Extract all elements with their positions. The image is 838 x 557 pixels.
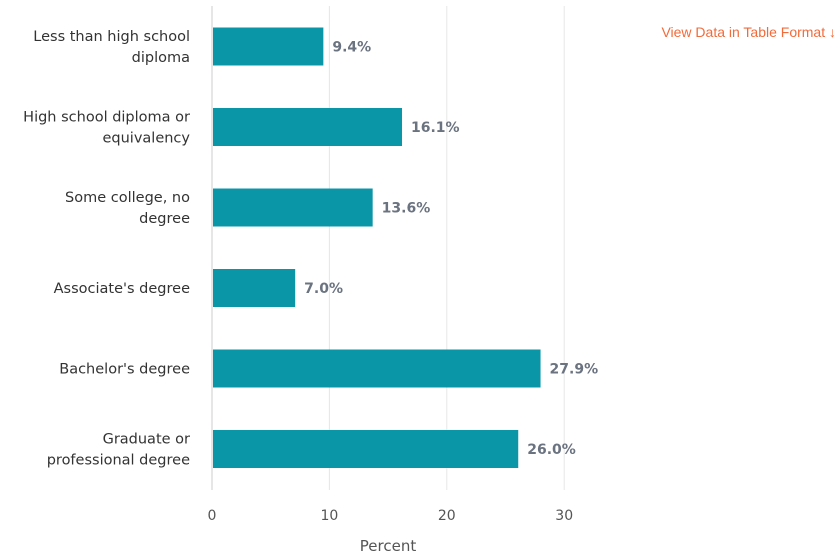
bar bbox=[213, 269, 296, 307]
category-label: High school diploma or bbox=[23, 110, 190, 126]
data-label: 16.1% bbox=[411, 120, 460, 136]
category-label: diploma bbox=[132, 50, 190, 66]
data-label: 13.6% bbox=[382, 201, 431, 217]
data-label: 9.4% bbox=[332, 40, 371, 56]
data-label: 27.9% bbox=[550, 362, 599, 378]
category-label: Associate's degree bbox=[54, 281, 190, 297]
bar bbox=[213, 430, 519, 468]
x-tick-label: 20 bbox=[438, 508, 456, 524]
category-label: professional degree bbox=[47, 453, 190, 469]
data-label: 7.0% bbox=[304, 281, 343, 297]
category-label: Less than high school bbox=[33, 29, 190, 45]
bar bbox=[213, 188, 373, 227]
category-label: Bachelor's degree bbox=[59, 362, 190, 378]
data-label: 26.0% bbox=[527, 442, 576, 458]
labels: 0 10 20 30 9.4% Less than high school diploma 1… bbox=[23, 29, 598, 524]
x-tick-label: 10 bbox=[320, 508, 338, 524]
bars bbox=[213, 27, 541, 468]
bar bbox=[213, 27, 324, 66]
category-label: Graduate or bbox=[103, 432, 190, 448]
x-tick-label: 30 bbox=[555, 508, 573, 524]
grid-lines bbox=[211, 6, 565, 490]
x-tick-label: 0 bbox=[208, 508, 217, 524]
category-label: Some college, no bbox=[65, 190, 190, 206]
bar bbox=[213, 108, 403, 146]
category-label: equivalency bbox=[102, 131, 190, 147]
bar bbox=[213, 349, 541, 388]
category-label: degree bbox=[139, 211, 190, 227]
view-data-table-link[interactable]: View Data in Table Format ↓ bbox=[661, 24, 836, 40]
x-axis-title: Percent bbox=[360, 537, 417, 555]
